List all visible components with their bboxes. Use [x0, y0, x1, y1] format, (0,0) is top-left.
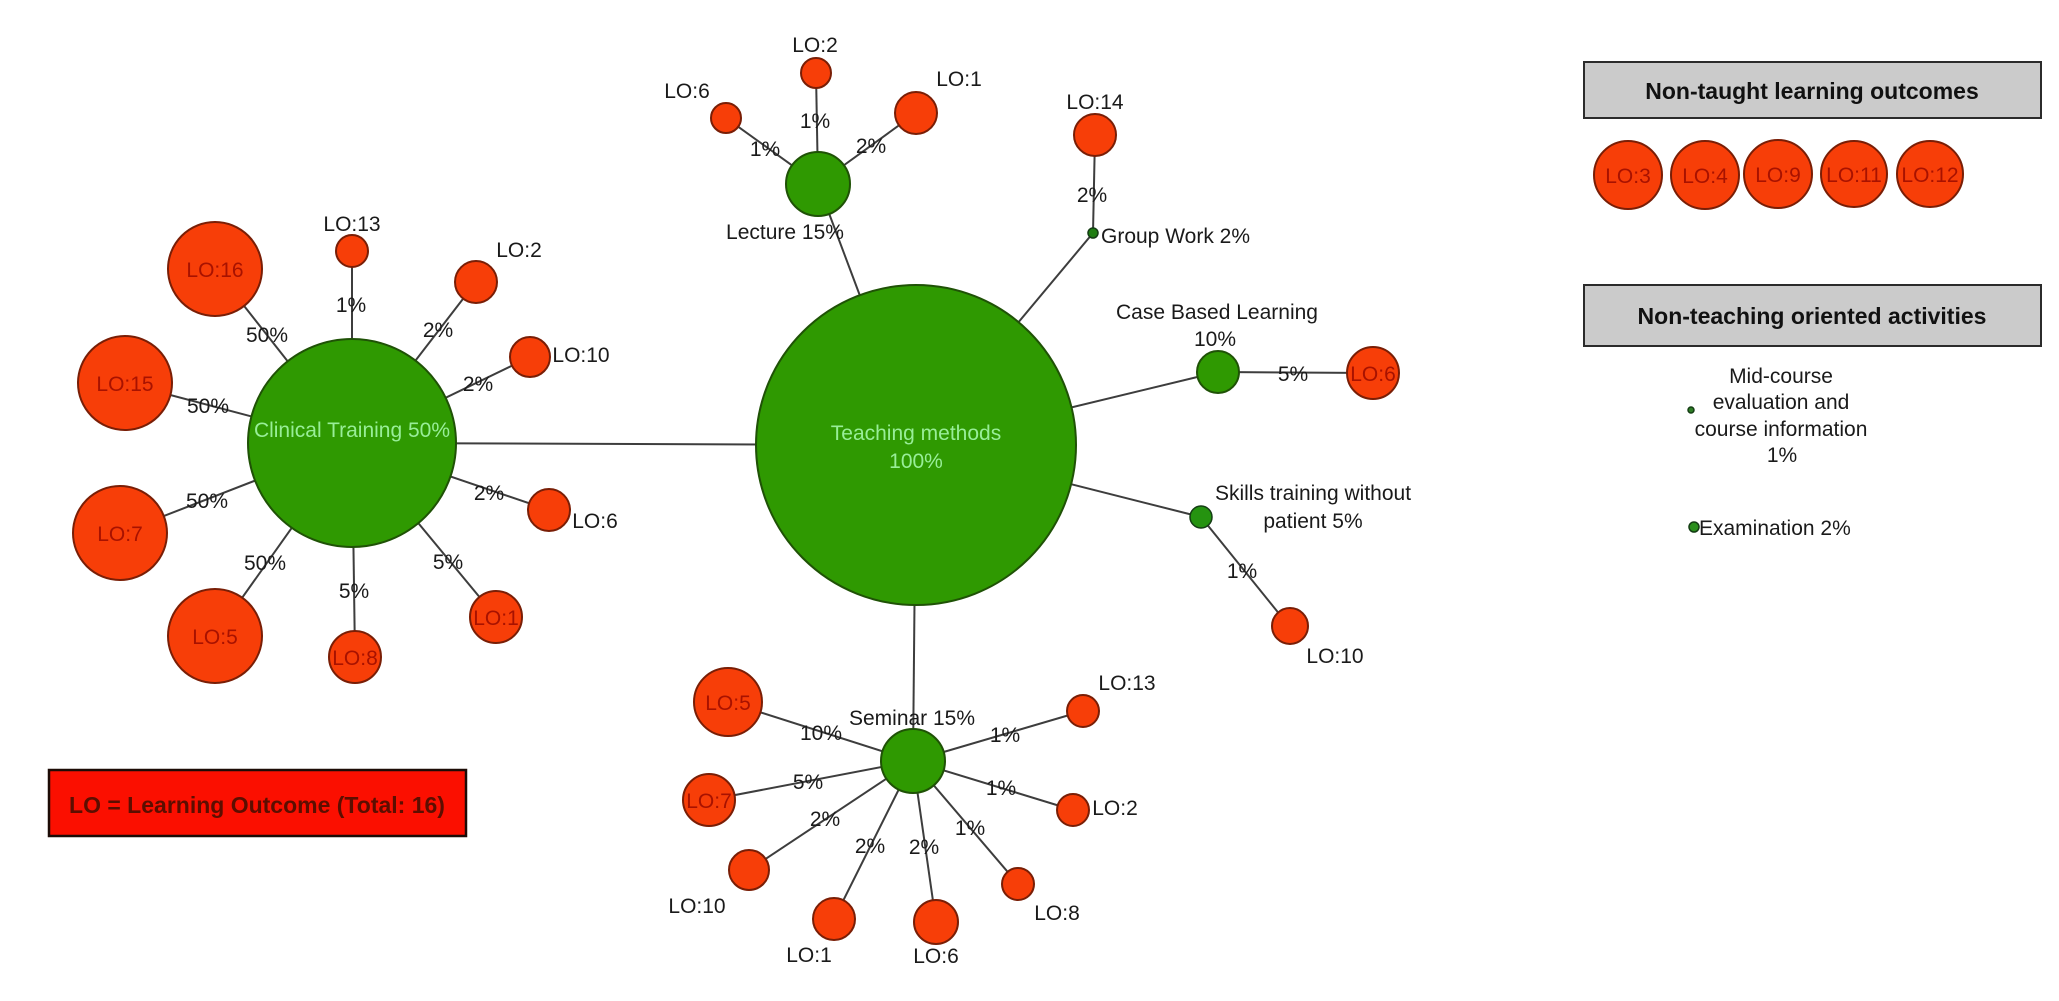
svg-text:1%: 1% — [336, 294, 366, 317]
svg-text:1%: 1% — [750, 138, 780, 161]
svg-text:Seminar 15%: Seminar 15% — [849, 707, 975, 730]
svg-text:2%: 2% — [463, 373, 493, 396]
svg-text:2%: 2% — [423, 319, 453, 342]
svg-text:evaluation and: evaluation and — [1713, 391, 1850, 414]
svg-text:LO:12: LO:12 — [1901, 164, 1958, 187]
svg-text:LO:7: LO:7 — [97, 523, 143, 546]
svg-text:100%: 100% — [889, 450, 943, 473]
svg-text:LO:6: LO:6 — [664, 80, 710, 103]
svg-text:LO:16: LO:16 — [186, 259, 243, 282]
svg-text:Non-teaching oriented activiti: Non-teaching oriented activities — [1638, 303, 1987, 329]
svg-text:1%: 1% — [955, 817, 985, 840]
svg-text:LO:13: LO:13 — [1098, 672, 1155, 695]
svg-text:2%: 2% — [856, 135, 886, 158]
svg-text:Skills training without: Skills training without — [1215, 482, 1411, 505]
svg-text:LO:8: LO:8 — [1034, 902, 1080, 925]
svg-text:2%: 2% — [1077, 184, 1107, 207]
svg-text:2%: 2% — [810, 808, 840, 831]
svg-text:5%: 5% — [339, 580, 369, 603]
svg-text:10%: 10% — [1194, 328, 1236, 351]
svg-text:LO:14: LO:14 — [1066, 91, 1124, 114]
svg-text:LO = Learning Outcome (Total:: LO = Learning Outcome (Total: 16) — [69, 792, 445, 818]
svg-text:LO:7: LO:7 — [686, 790, 732, 813]
svg-text:LO:2: LO:2 — [1092, 797, 1138, 820]
svg-text:1%: 1% — [1767, 444, 1797, 467]
svg-text:LO:1: LO:1 — [786, 944, 832, 967]
svg-text:LO:4: LO:4 — [1682, 165, 1728, 188]
svg-text:Group Work 2%: Group Work 2% — [1101, 225, 1250, 248]
svg-text:5%: 5% — [793, 771, 823, 794]
svg-text:10%: 10% — [800, 722, 842, 745]
svg-text:LO:10: LO:10 — [668, 895, 725, 918]
svg-text:5%: 5% — [1278, 363, 1308, 386]
svg-text:LO:1: LO:1 — [473, 607, 519, 630]
svg-text:LO:9: LO:9 — [1755, 164, 1801, 187]
svg-text:Mid-course: Mid-course — [1729, 365, 1833, 388]
svg-text:LO:8: LO:8 — [332, 647, 378, 670]
svg-text:50%: 50% — [244, 552, 286, 575]
svg-text:50%: 50% — [187, 395, 229, 418]
svg-text:50%: 50% — [246, 324, 288, 347]
svg-text:2%: 2% — [855, 835, 885, 858]
svg-text:course information: course information — [1695, 418, 1868, 441]
svg-text:5%: 5% — [433, 551, 463, 574]
svg-text:LO:11: LO:11 — [1826, 164, 1882, 187]
svg-text:LO:5: LO:5 — [705, 692, 751, 715]
svg-text:Clinical Training 50%: Clinical Training 50% — [254, 419, 450, 442]
svg-text:LO:6: LO:6 — [572, 510, 618, 533]
svg-text:1%: 1% — [986, 777, 1016, 800]
svg-text:LO:5: LO:5 — [192, 626, 238, 649]
svg-text:patient 5%: patient 5% — [1263, 510, 1362, 533]
svg-text:2%: 2% — [909, 836, 939, 859]
svg-text:Lecture 15%: Lecture 15% — [726, 221, 844, 244]
svg-text:1%: 1% — [800, 110, 830, 133]
svg-text:2%: 2% — [474, 482, 504, 505]
svg-text:LO:2: LO:2 — [496, 239, 542, 262]
svg-text:LO:2: LO:2 — [792, 34, 838, 57]
svg-text:50%: 50% — [186, 490, 228, 513]
svg-text:LO:10: LO:10 — [552, 344, 609, 367]
svg-text:LO:15: LO:15 — [96, 373, 153, 396]
svg-text:1%: 1% — [990, 724, 1020, 747]
svg-text:LO:13: LO:13 — [323, 213, 380, 236]
svg-text:LO:10: LO:10 — [1306, 645, 1363, 668]
svg-text:LO:1: LO:1 — [936, 68, 982, 91]
svg-text:Non-taught learning outcomes: Non-taught learning outcomes — [1645, 78, 1979, 104]
svg-text:LO:3: LO:3 — [1605, 165, 1651, 188]
svg-text:Teaching methods: Teaching methods — [831, 422, 1001, 445]
svg-text:Examination 2%: Examination 2% — [1699, 517, 1851, 540]
svg-text:Case Based Learning: Case Based Learning — [1116, 301, 1318, 324]
svg-text:LO:6: LO:6 — [1350, 363, 1396, 386]
svg-text:LO:6: LO:6 — [913, 945, 959, 968]
svg-text:1%: 1% — [1227, 560, 1257, 583]
